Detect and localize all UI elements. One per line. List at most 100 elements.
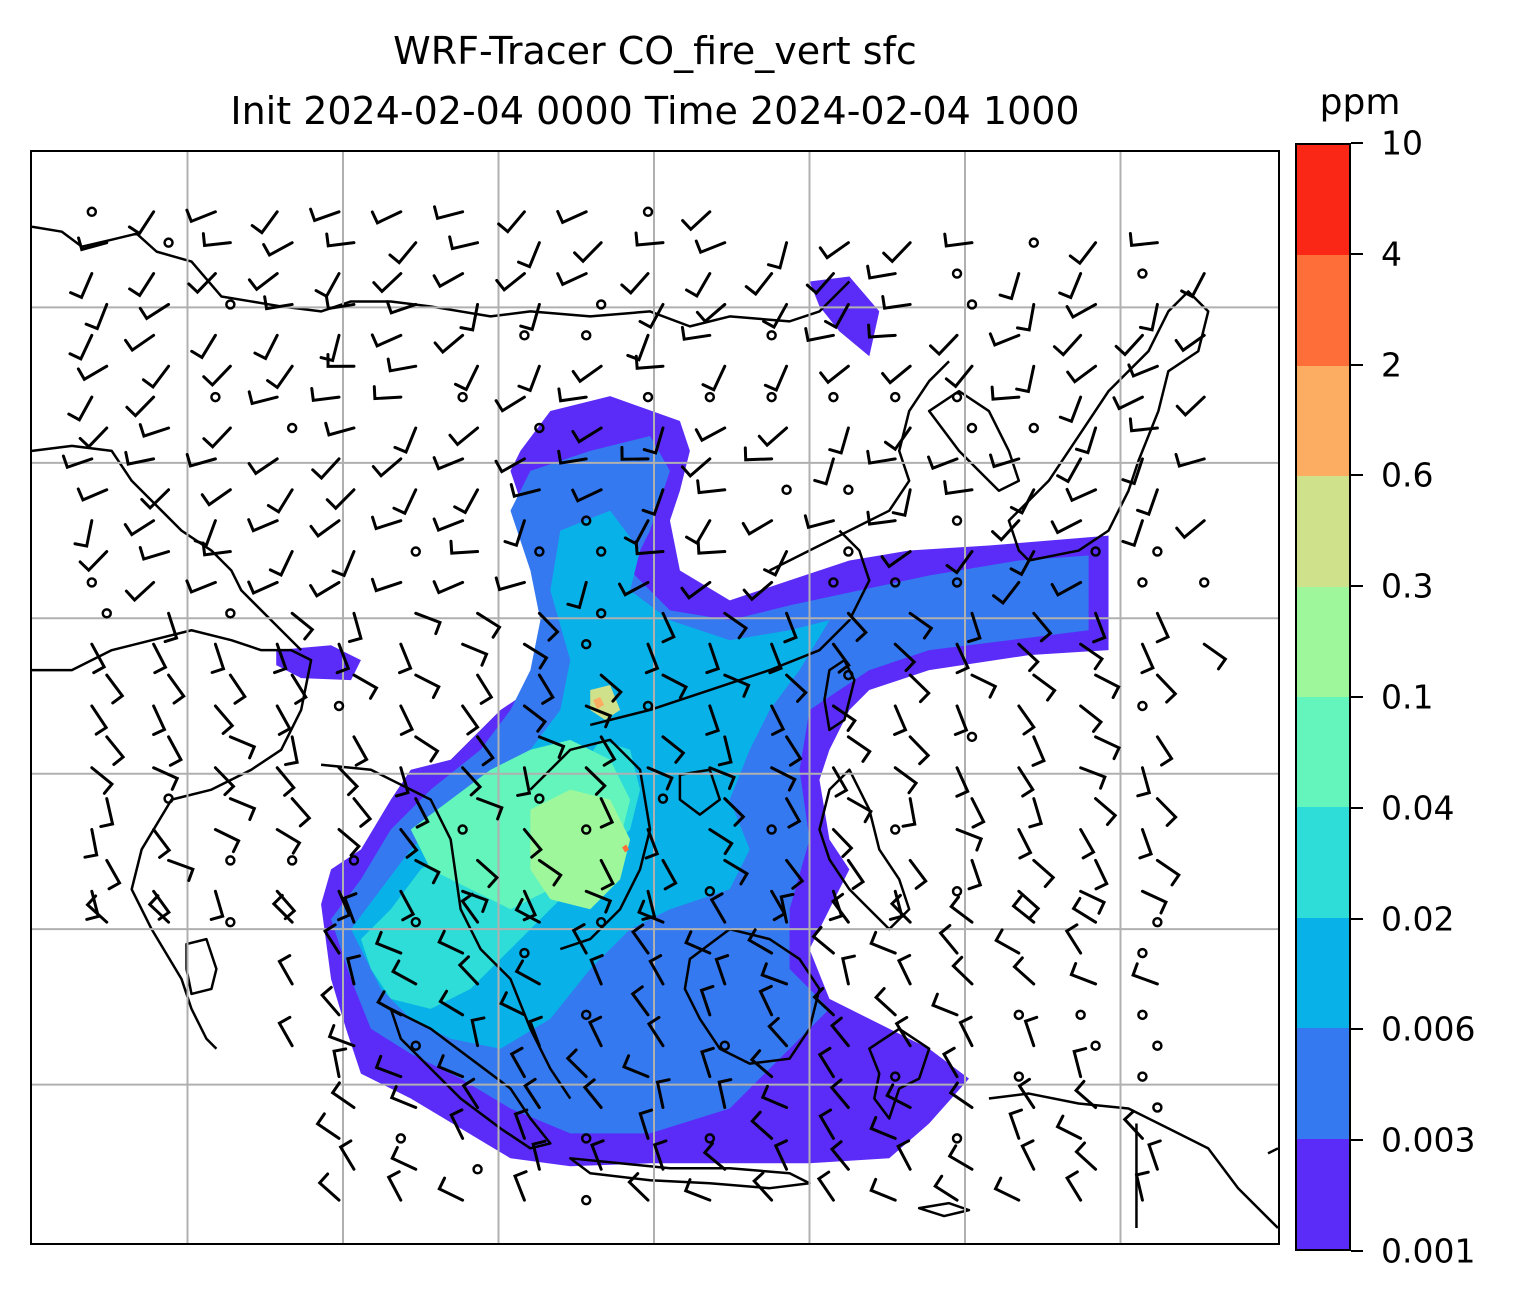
wind-barb bbox=[908, 611, 934, 640]
wind-barb bbox=[680, 580, 712, 600]
wind-barb bbox=[749, 1049, 774, 1079]
wind-barb bbox=[1147, 1139, 1162, 1171]
wind-barb bbox=[994, 928, 1021, 955]
wind-barb bbox=[1009, 550, 1036, 577]
calm-wind-marker bbox=[86, 206, 98, 218]
wind-barb bbox=[1174, 452, 1206, 468]
wind-barb bbox=[620, 272, 650, 295]
wind-barb bbox=[1140, 642, 1155, 675]
wind-barb bbox=[141, 364, 171, 390]
wind-barb bbox=[84, 302, 109, 331]
calm-wind-marker bbox=[966, 422, 978, 434]
wind-barb bbox=[1012, 956, 1036, 986]
coast-sri-lanka bbox=[185, 937, 218, 996]
wind-barb bbox=[461, 1077, 480, 1109]
wind-barb bbox=[970, 797, 986, 829]
wind-barb bbox=[290, 611, 315, 641]
calm-wind-marker bbox=[951, 391, 963, 403]
wind-barb bbox=[449, 1108, 465, 1140]
calm-wind-marker bbox=[1152, 916, 1163, 928]
colorbar-segment bbox=[1297, 1028, 1349, 1139]
colorbar-tick-label: 0.003 bbox=[1381, 1120, 1476, 1160]
calm-wind-marker bbox=[642, 206, 654, 218]
wind-barb bbox=[448, 235, 480, 251]
calm-wind-marker bbox=[519, 330, 530, 341]
wind-barb bbox=[1079, 704, 1104, 733]
wind-barb bbox=[831, 766, 849, 798]
wind-barb bbox=[201, 541, 232, 557]
wind-barb bbox=[201, 232, 232, 248]
colorbar-segment bbox=[1297, 586, 1349, 697]
wind-barb bbox=[311, 457, 341, 481]
wind-barb bbox=[723, 611, 749, 640]
wind-barb bbox=[105, 673, 125, 705]
wind-barb bbox=[399, 704, 415, 736]
wind-barb bbox=[509, 483, 541, 498]
wind-barb bbox=[1127, 363, 1159, 378]
wind-barb bbox=[495, 272, 526, 292]
colorbar-tick-label: 0.006 bbox=[1381, 1009, 1476, 1049]
calm-wind-marker bbox=[889, 577, 901, 588]
colorbar-tick bbox=[1351, 142, 1363, 144]
coast-philippines bbox=[818, 768, 911, 931]
calm-wind-marker bbox=[286, 422, 298, 434]
wind-barb bbox=[812, 986, 835, 1017]
coast-sumatra bbox=[389, 1007, 552, 1150]
calm-wind-marker bbox=[951, 1133, 963, 1144]
wind-barb bbox=[599, 673, 623, 703]
wind-barb bbox=[661, 611, 676, 644]
calm-wind-marker bbox=[951, 268, 963, 279]
wind-barb bbox=[943, 232, 974, 248]
wind-barb bbox=[1065, 1170, 1083, 1202]
wind-barb bbox=[908, 673, 931, 704]
wind-barb bbox=[374, 1054, 403, 1079]
wind-barb bbox=[893, 642, 917, 673]
calm-wind-marker bbox=[951, 515, 963, 526]
wind-barb bbox=[494, 576, 526, 592]
wind-barb bbox=[1058, 395, 1083, 424]
wind-barb bbox=[99, 797, 115, 829]
wind-barb bbox=[846, 797, 873, 824]
wind-barb bbox=[1079, 766, 1107, 790]
wind-barb bbox=[392, 488, 418, 516]
colorbar-tick-label: 4 bbox=[1381, 234, 1402, 274]
wind-barb bbox=[785, 673, 808, 703]
calm-wind-marker bbox=[410, 1040, 422, 1051]
wind-barb bbox=[433, 333, 465, 355]
calm-wind-marker bbox=[1137, 268, 1148, 279]
wind-barb bbox=[1122, 1109, 1144, 1140]
wind-barb bbox=[371, 457, 403, 478]
wind-barb bbox=[105, 735, 126, 766]
wind-barb bbox=[750, 1110, 774, 1140]
wind-barb bbox=[818, 1108, 835, 1140]
wind-barb bbox=[1155, 797, 1178, 827]
wind-barb bbox=[1138, 302, 1159, 332]
wind-barb bbox=[453, 364, 480, 392]
calm-wind-marker bbox=[163, 793, 174, 804]
wind-barb bbox=[372, 385, 403, 401]
wind-barb bbox=[723, 797, 746, 827]
wind-barb bbox=[376, 990, 403, 1017]
wind-barb bbox=[1180, 272, 1206, 299]
coast-north-boundary bbox=[32, 225, 851, 328]
wind-barb bbox=[325, 488, 356, 511]
wind-barb bbox=[896, 953, 912, 986]
wind-barb bbox=[1017, 889, 1041, 919]
wind-barb bbox=[880, 550, 912, 569]
wind-barb bbox=[881, 364, 912, 385]
wind-barb bbox=[708, 766, 736, 790]
colorbar-tick bbox=[1351, 363, 1363, 366]
colorbar bbox=[1295, 143, 1351, 1251]
wind-barb bbox=[684, 930, 712, 955]
wind-barb bbox=[889, 893, 912, 924]
map-title: WRF-Tracer CO_fire_vert sfc bbox=[393, 29, 917, 73]
wind-barb bbox=[461, 704, 480, 736]
colorbar-segment bbox=[1297, 365, 1349, 477]
wind-barb bbox=[599, 858, 615, 891]
wind-barb bbox=[453, 488, 480, 515]
wind-barb bbox=[386, 357, 418, 373]
wind-barb bbox=[432, 272, 465, 289]
wind-barb bbox=[1131, 962, 1159, 986]
wind-barb bbox=[626, 333, 650, 362]
wind-barb bbox=[253, 333, 279, 361]
